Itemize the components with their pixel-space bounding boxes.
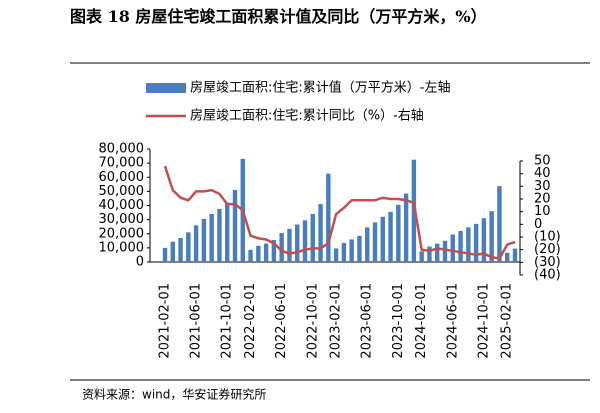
bar [232, 189, 238, 262]
bar [302, 220, 308, 262]
y-tick-label: 30,000 [99, 212, 145, 227]
x-tick-label: 2022-10-01 [305, 283, 320, 359]
bar [256, 245, 261, 262]
bar [295, 224, 300, 262]
x-tick-label: 2022-06-01 [274, 283, 289, 359]
x-tick-label: 2021-02-01 [158, 283, 173, 359]
y-tick-label: 0 [136, 255, 144, 270]
bar [170, 241, 175, 262]
bar [217, 209, 222, 262]
y2-tick-label: 0 [534, 217, 542, 232]
bar [271, 239, 277, 262]
x-tick-label: 2023-02-01 [329, 283, 344, 359]
bar [263, 243, 269, 262]
bar [396, 204, 401, 262]
bar [349, 239, 354, 262]
y2-tick-label: (20) [534, 242, 561, 257]
bar [248, 249, 253, 262]
bar [225, 202, 230, 262]
y-tick-label: 10,000 [99, 240, 145, 255]
y2-tick-label: (40) [534, 268, 561, 283]
bar [411, 159, 417, 262]
x-tick-label: 2025-02-01 [500, 283, 515, 359]
bar [162, 247, 168, 262]
bar [512, 248, 518, 262]
bar [372, 222, 378, 262]
bar [489, 211, 494, 262]
legend-label: 房屋竣工面积:住宅:累计同比（%）-右轴 [190, 108, 424, 124]
bar [186, 232, 191, 262]
bar [201, 218, 207, 262]
y-tick-label: 70,000 [99, 156, 145, 171]
bar [388, 211, 393, 262]
bar [380, 216, 385, 262]
bar [365, 227, 370, 262]
bar [419, 251, 424, 262]
bar [442, 240, 448, 262]
bar [326, 173, 331, 262]
legend-label: 房屋竣工面积:住宅:累计值（万平方米）-左轴 [190, 80, 450, 96]
bar [505, 252, 510, 262]
y-tick-label: 60,000 [99, 170, 145, 185]
bar [466, 227, 471, 262]
x-tick-label: 2024-10-01 [476, 283, 491, 359]
legend-swatch [146, 83, 186, 93]
bar [310, 213, 315, 262]
y-tick-label: 40,000 [99, 198, 145, 213]
bar [435, 243, 440, 262]
x-tick-label: 2022-02-01 [243, 283, 258, 359]
title-box: 图表 18 房屋住宅竣工面积累计值及同比（万平方米，%） [70, 7, 487, 26]
bar [333, 248, 339, 262]
bar [357, 235, 362, 262]
bar [193, 225, 199, 262]
x-tick-label: 2024-06-01 [445, 283, 460, 359]
bar [473, 223, 479, 262]
y2-tick-label: (10) [534, 230, 561, 245]
bar [458, 230, 463, 262]
x-tick-label: 2023-06-01 [360, 283, 375, 359]
bar [287, 228, 292, 262]
x-tick-label: 2023-10-01 [391, 283, 406, 359]
x-tick-label: 2021-06-01 [189, 283, 204, 359]
y2-tick-label: (30) [534, 255, 561, 270]
y2-tick-label: 10 [534, 204, 551, 219]
bar [403, 193, 409, 262]
chart-title: 图表 18 房屋住宅竣工面积累计值及同比（万平方米，%） [70, 7, 487, 26]
y2-tick-label: 40 [534, 166, 551, 181]
source: 资料来源：wind，华安证券研究所 [82, 387, 266, 402]
bar [318, 204, 323, 262]
line [163, 165, 516, 260]
bar [481, 218, 487, 262]
y2-tick-label: 30 [534, 179, 551, 194]
bar [427, 246, 432, 262]
bar [209, 213, 214, 262]
y-tick-label: 80,000 [99, 142, 145, 157]
bar [279, 233, 284, 262]
bar [341, 242, 347, 262]
y-tick-label: 20,000 [99, 226, 145, 241]
bar [178, 237, 183, 262]
bar [450, 234, 455, 262]
y2-tick-label: 50 [534, 154, 551, 169]
x-tick-label: 2021-10-01 [220, 283, 235, 359]
y2-tick-label: 20 [534, 192, 551, 207]
x-tick-label: 2024-02-01 [414, 283, 429, 359]
bar [497, 186, 502, 262]
y-tick-label: 50,000 [99, 184, 145, 199]
